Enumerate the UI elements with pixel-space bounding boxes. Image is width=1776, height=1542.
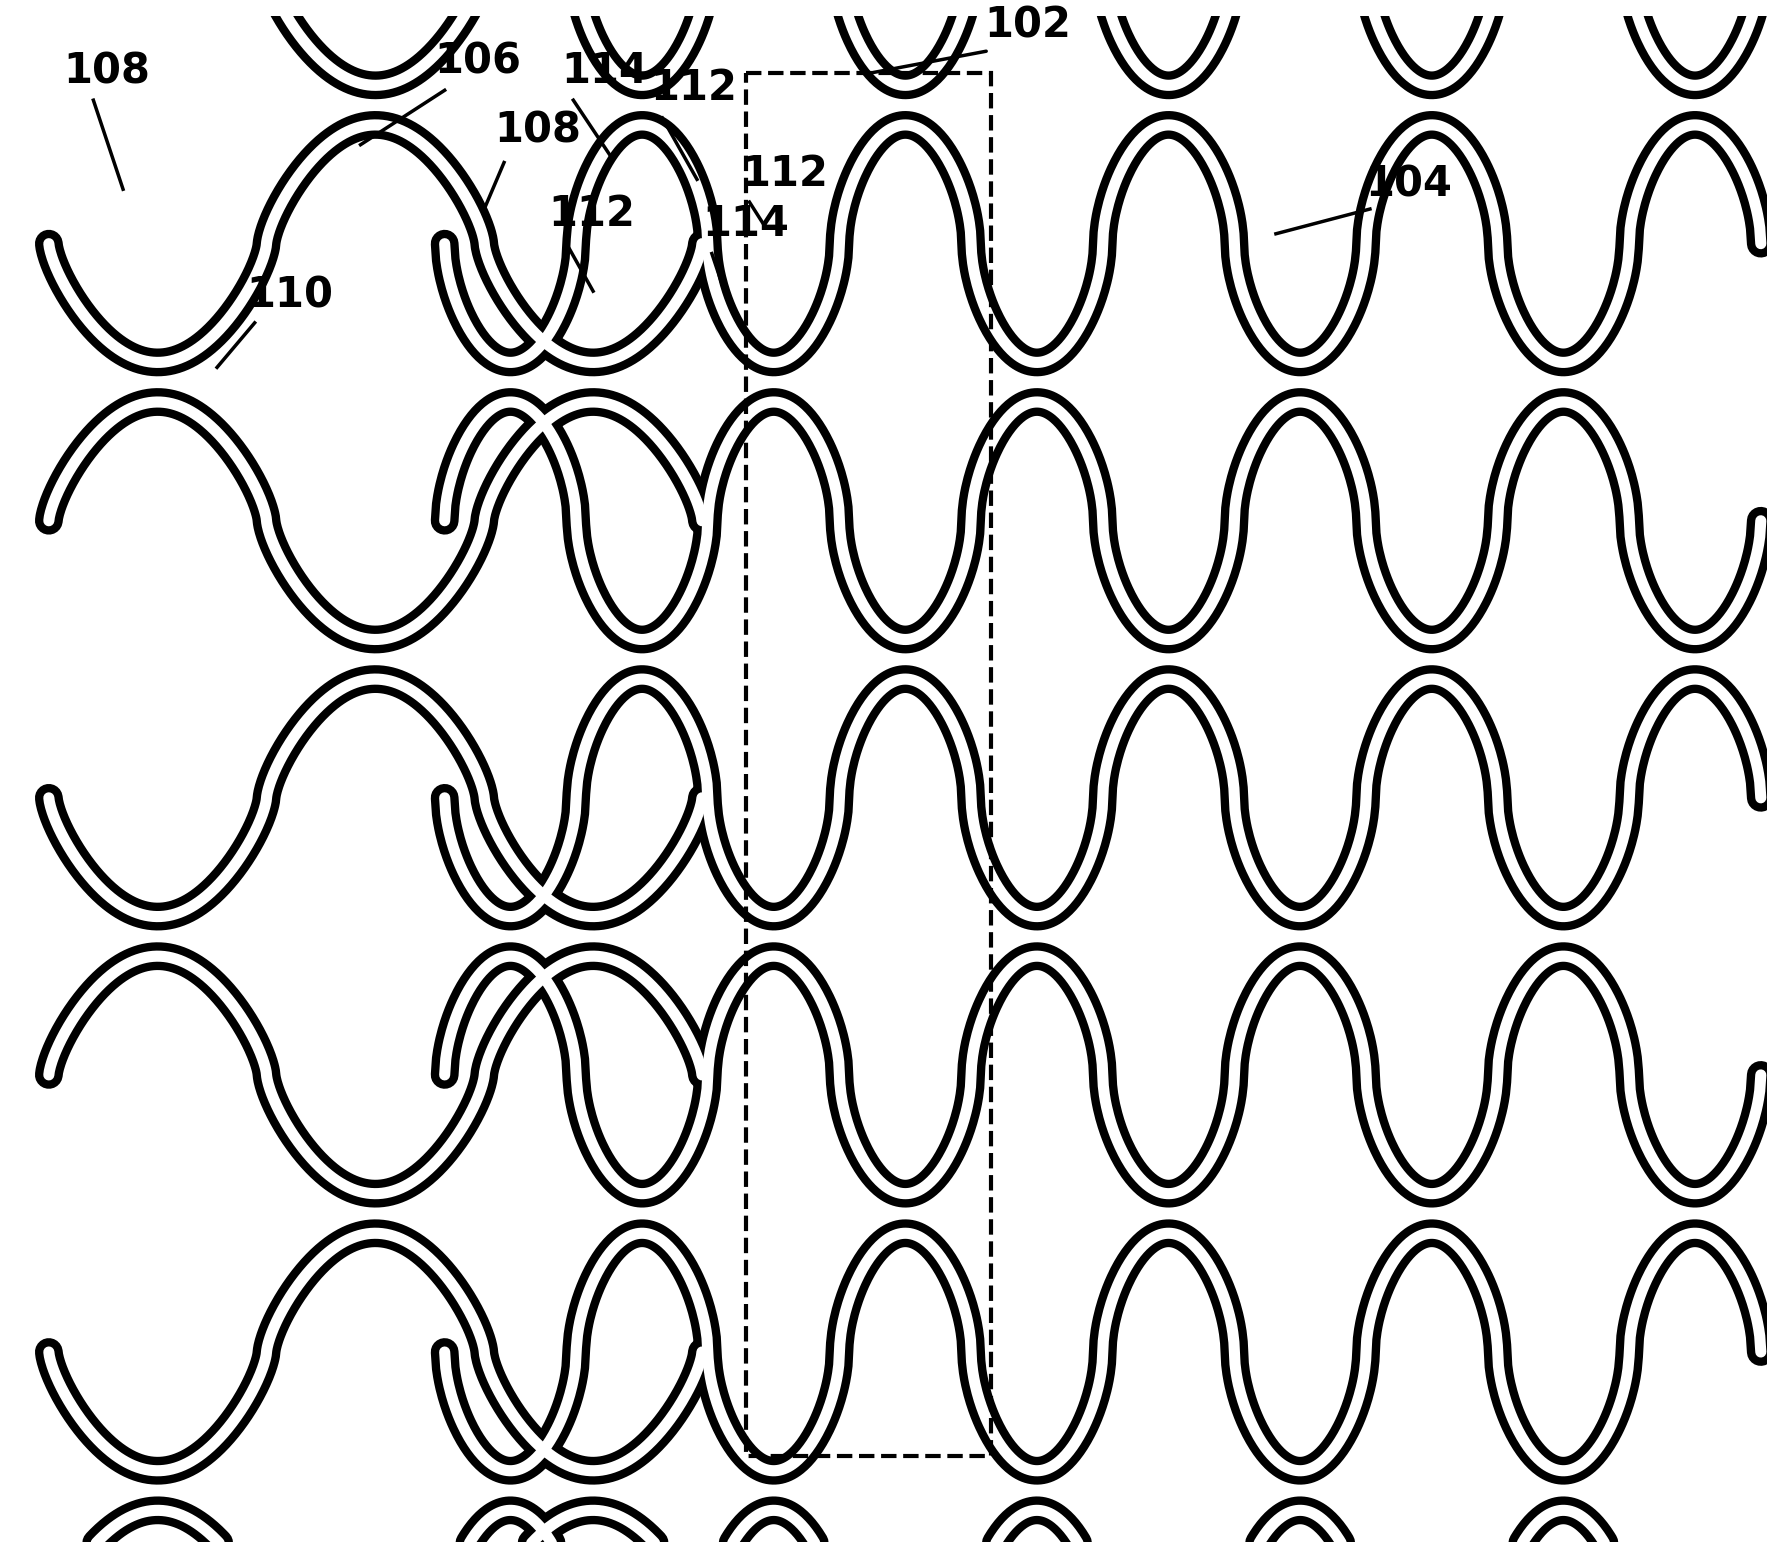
Bar xyxy=(746,74,991,1456)
Text: 114: 114 xyxy=(702,202,789,245)
Text: 108: 108 xyxy=(494,109,581,151)
Text: 102: 102 xyxy=(984,5,1071,46)
Text: 104: 104 xyxy=(1366,163,1451,205)
Text: 110: 110 xyxy=(247,274,334,318)
Text: 114: 114 xyxy=(561,51,648,93)
Text: 112: 112 xyxy=(742,153,828,196)
Text: 112: 112 xyxy=(650,68,737,109)
Text: 108: 108 xyxy=(64,51,151,93)
Text: 112: 112 xyxy=(549,193,636,234)
Text: 106: 106 xyxy=(435,40,522,82)
